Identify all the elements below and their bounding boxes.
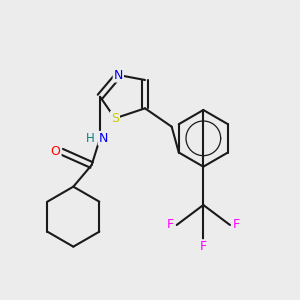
Text: F: F: [200, 240, 207, 253]
Text: F: F: [167, 218, 174, 232]
Text: O: O: [51, 145, 61, 158]
Text: H: H: [86, 132, 95, 145]
Text: N: N: [114, 68, 123, 82]
Text: F: F: [232, 218, 240, 232]
Text: S: S: [111, 112, 119, 125]
Text: N: N: [99, 132, 108, 145]
